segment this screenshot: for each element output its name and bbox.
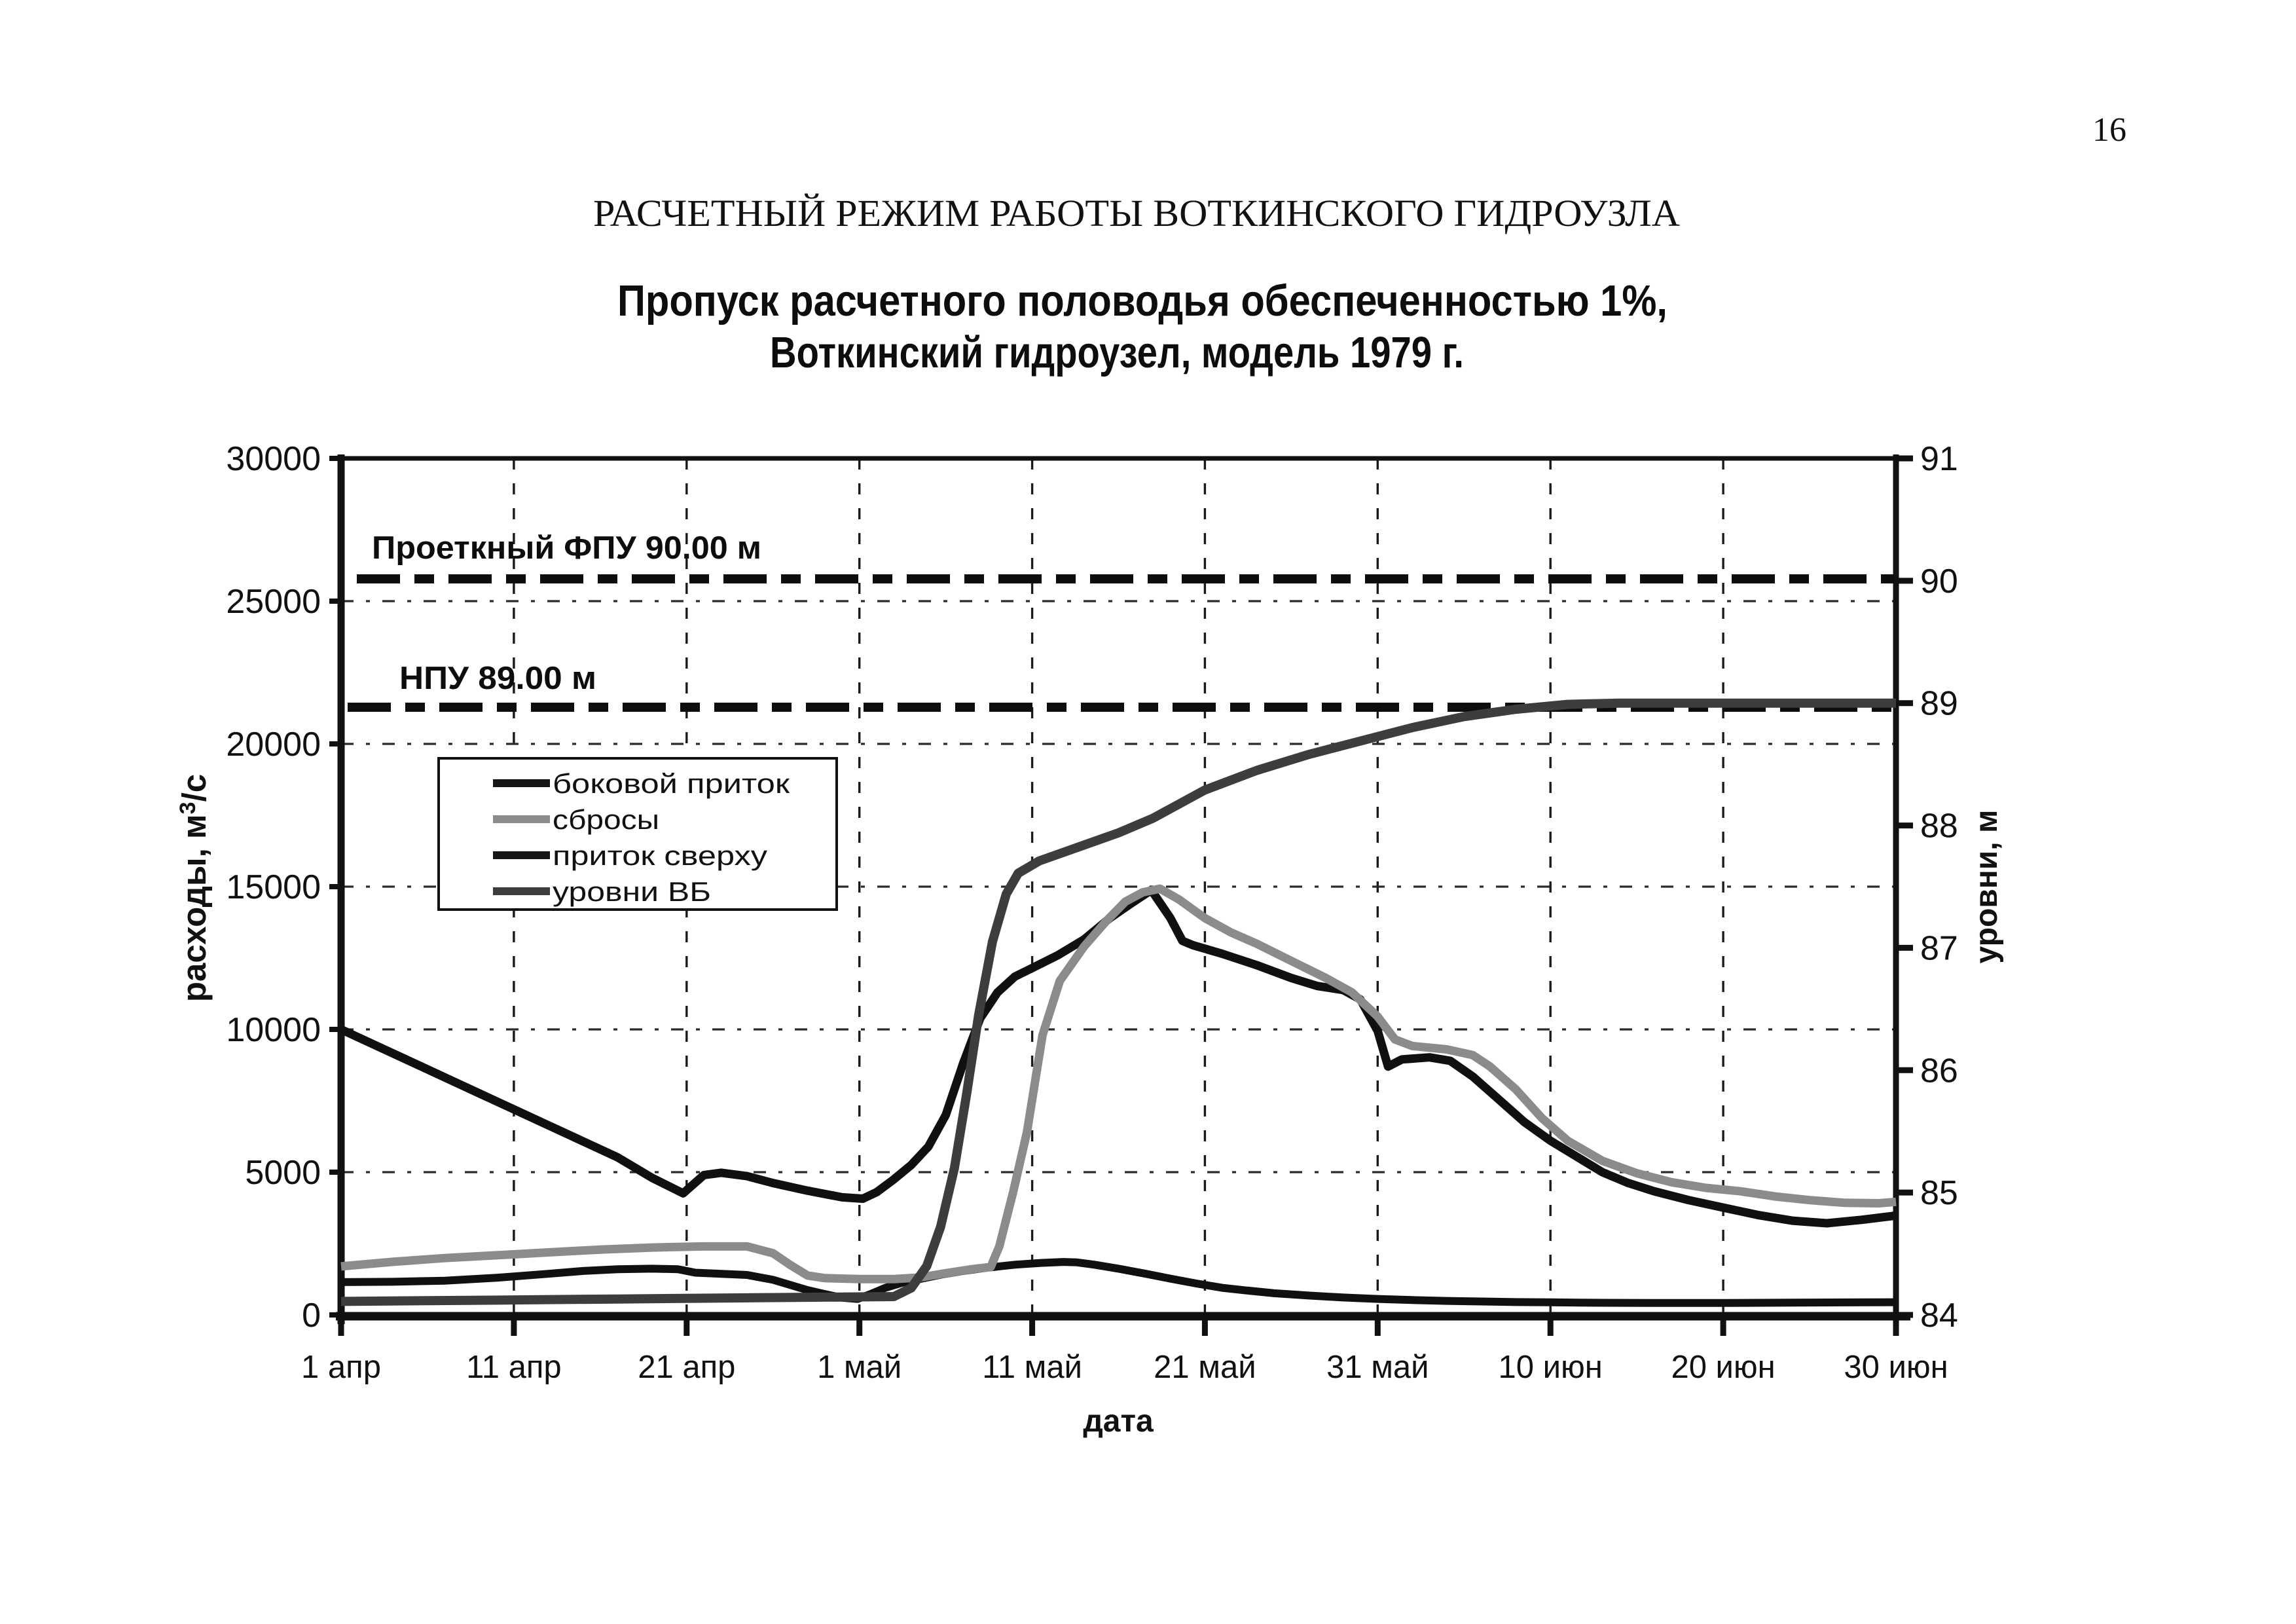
svg-text:сбросы: сбросы	[553, 804, 659, 835]
svg-text:приток сверху: приток сверху	[553, 840, 767, 871]
svg-text:20000: 20000	[226, 726, 321, 764]
svg-text:15000: 15000	[226, 868, 321, 906]
svg-text:86: 86	[1920, 1052, 1958, 1090]
svg-text:88: 88	[1920, 807, 1958, 845]
svg-text:85: 85	[1920, 1174, 1958, 1212]
svg-text:31 май: 31 май	[1326, 1350, 1429, 1385]
svg-text:Пропуск расчетного половодья о: Пропуск расчетного половодья обеспеченно…	[617, 276, 1667, 325]
svg-text:1 апр: 1 апр	[301, 1350, 381, 1385]
svg-text:Проеткный ФПУ 90.00 м: Проеткный ФПУ 90.00 м	[372, 530, 761, 566]
svg-text:уровни, м: уровни, м	[1969, 810, 2004, 964]
svg-text:10000: 10000	[226, 1011, 321, 1049]
svg-text:16: 16	[2092, 111, 2126, 149]
svg-text:89: 89	[1920, 685, 1958, 723]
svg-text:11 апр: 11 апр	[466, 1350, 562, 1385]
svg-text:10 июн: 10 июн	[1499, 1350, 1603, 1385]
svg-text:РАСЧЕТНЫЙ РЕЖИМ РАБОТЫ ВОТКИНС: РАСЧЕТНЫЙ РЕЖИМ РАБОТЫ ВОТКИНСКОГО ГИДРО…	[593, 192, 1680, 234]
svg-text:дата: дата	[1083, 1404, 1154, 1439]
svg-text:5000: 5000	[245, 1154, 321, 1192]
svg-text:НПУ 89.00 м: НПУ 89.00 м	[399, 661, 596, 696]
svg-text:уровни ВБ: уровни ВБ	[553, 876, 711, 907]
svg-text:21 май: 21 май	[1154, 1350, 1256, 1385]
svg-text:91: 91	[1920, 440, 1958, 478]
svg-text:боковой приток: боковой приток	[553, 768, 790, 799]
svg-text:расходы, м3/с: расходы, м3/с	[175, 774, 213, 1002]
svg-text:1 май: 1 май	[817, 1350, 902, 1385]
svg-text:11 май: 11 май	[982, 1350, 1082, 1385]
svg-text:84: 84	[1920, 1297, 1958, 1335]
svg-text:20 июн: 20 июн	[1671, 1350, 1775, 1385]
svg-text:21 апр: 21 апр	[638, 1350, 735, 1385]
svg-text:0: 0	[302, 1297, 321, 1335]
svg-text:87: 87	[1920, 929, 1958, 967]
svg-text:Воткинский гидроузел, модель 1: Воткинский гидроузел, модель 1979 г.	[770, 328, 1464, 377]
svg-text:30000: 30000	[226, 440, 321, 478]
svg-text:25000: 25000	[226, 583, 321, 621]
svg-text:30 июн: 30 июн	[1844, 1350, 1948, 1385]
svg-text:90: 90	[1920, 563, 1958, 600]
